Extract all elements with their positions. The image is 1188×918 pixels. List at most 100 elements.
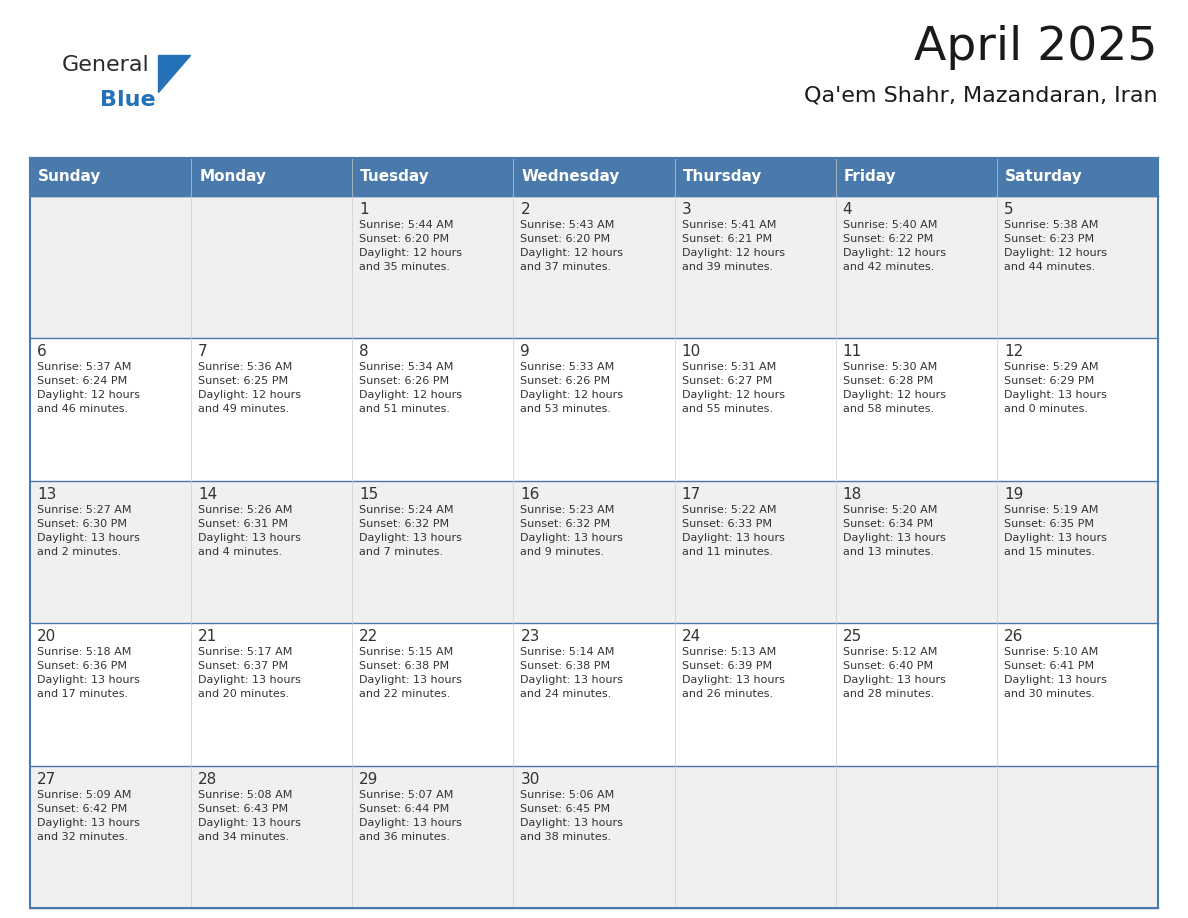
Bar — [675, 339, 835, 481]
Text: Daylight: 13 hours: Daylight: 13 hours — [37, 818, 140, 828]
Text: 14: 14 — [198, 487, 217, 502]
Text: 24: 24 — [682, 629, 701, 644]
Text: Sunset: 6:26 PM: Sunset: 6:26 PM — [359, 376, 449, 386]
Text: Daylight: 13 hours: Daylight: 13 hours — [842, 676, 946, 685]
Bar — [997, 158, 1158, 196]
Bar — [191, 623, 353, 766]
Text: and 44 minutes.: and 44 minutes. — [1004, 262, 1095, 272]
Text: Sunset: 6:24 PM: Sunset: 6:24 PM — [37, 376, 127, 386]
Bar — [835, 766, 997, 908]
Bar — [353, 481, 513, 623]
Text: Sunrise: 5:30 AM: Sunrise: 5:30 AM — [842, 363, 937, 373]
Text: and 55 minutes.: and 55 minutes. — [682, 405, 772, 414]
Text: Daylight: 13 hours: Daylight: 13 hours — [842, 532, 946, 543]
Text: Sunset: 6:32 PM: Sunset: 6:32 PM — [520, 519, 611, 529]
Text: and 46 minutes.: and 46 minutes. — [37, 405, 128, 414]
Text: and 7 minutes.: and 7 minutes. — [359, 547, 443, 557]
Text: Sunset: 6:29 PM: Sunset: 6:29 PM — [1004, 376, 1094, 386]
Text: Thursday: Thursday — [683, 170, 762, 185]
Text: Sunrise: 5:20 AM: Sunrise: 5:20 AM — [842, 505, 937, 515]
Text: Daylight: 13 hours: Daylight: 13 hours — [37, 532, 140, 543]
Text: Sunrise: 5:37 AM: Sunrise: 5:37 AM — [37, 363, 132, 373]
Text: Daylight: 13 hours: Daylight: 13 hours — [198, 532, 301, 543]
Text: Sunset: 6:31 PM: Sunset: 6:31 PM — [198, 519, 289, 529]
Text: Sunrise: 5:12 AM: Sunrise: 5:12 AM — [842, 647, 937, 657]
Text: 11: 11 — [842, 344, 862, 360]
Text: Daylight: 13 hours: Daylight: 13 hours — [520, 532, 624, 543]
Bar — [513, 623, 675, 766]
Text: Sunset: 6:37 PM: Sunset: 6:37 PM — [198, 661, 289, 671]
Bar — [997, 339, 1158, 481]
Text: April 2025: April 2025 — [915, 25, 1158, 70]
Text: Sunset: 6:36 PM: Sunset: 6:36 PM — [37, 661, 127, 671]
Bar — [675, 481, 835, 623]
Bar — [30, 196, 191, 339]
Text: Sunrise: 5:38 AM: Sunrise: 5:38 AM — [1004, 220, 1098, 230]
Text: Sunset: 6:38 PM: Sunset: 6:38 PM — [359, 661, 449, 671]
Text: Sunrise: 5:24 AM: Sunrise: 5:24 AM — [359, 505, 454, 515]
Text: and 37 minutes.: and 37 minutes. — [520, 262, 612, 272]
Text: Qa'em Shahr, Mazandaran, Iran: Qa'em Shahr, Mazandaran, Iran — [804, 85, 1158, 105]
Bar — [835, 623, 997, 766]
Text: Daylight: 12 hours: Daylight: 12 hours — [520, 390, 624, 400]
Text: and 9 minutes.: and 9 minutes. — [520, 547, 605, 557]
Text: Sunset: 6:40 PM: Sunset: 6:40 PM — [842, 661, 933, 671]
Text: Sunset: 6:38 PM: Sunset: 6:38 PM — [520, 661, 611, 671]
Text: Sunday: Sunday — [38, 170, 101, 185]
Text: General: General — [62, 55, 150, 75]
Text: Sunrise: 5:27 AM: Sunrise: 5:27 AM — [37, 505, 132, 515]
Text: 17: 17 — [682, 487, 701, 502]
Bar — [30, 158, 191, 196]
Text: Daylight: 13 hours: Daylight: 13 hours — [198, 818, 301, 828]
Text: 3: 3 — [682, 202, 691, 217]
Text: 29: 29 — [359, 772, 379, 787]
Text: Daylight: 12 hours: Daylight: 12 hours — [198, 390, 301, 400]
Text: Sunrise: 5:09 AM: Sunrise: 5:09 AM — [37, 789, 132, 800]
Bar — [513, 339, 675, 481]
Bar — [30, 623, 191, 766]
Bar — [191, 339, 353, 481]
Text: and 38 minutes.: and 38 minutes. — [520, 832, 612, 842]
Text: and 2 minutes.: and 2 minutes. — [37, 547, 121, 557]
Text: Sunset: 6:27 PM: Sunset: 6:27 PM — [682, 376, 772, 386]
Text: 21: 21 — [198, 629, 217, 644]
Text: Sunrise: 5:41 AM: Sunrise: 5:41 AM — [682, 220, 776, 230]
Bar — [997, 481, 1158, 623]
Text: and 0 minutes.: and 0 minutes. — [1004, 405, 1088, 414]
Text: and 36 minutes.: and 36 minutes. — [359, 832, 450, 842]
Bar — [353, 339, 513, 481]
Text: 15: 15 — [359, 487, 379, 502]
Bar — [353, 766, 513, 908]
Bar — [513, 158, 675, 196]
Text: Sunset: 6:30 PM: Sunset: 6:30 PM — [37, 519, 127, 529]
Text: Sunset: 6:26 PM: Sunset: 6:26 PM — [520, 376, 611, 386]
Text: Daylight: 13 hours: Daylight: 13 hours — [1004, 390, 1107, 400]
Text: 22: 22 — [359, 629, 379, 644]
Bar — [997, 623, 1158, 766]
Text: and 4 minutes.: and 4 minutes. — [198, 547, 283, 557]
Text: Daylight: 13 hours: Daylight: 13 hours — [682, 532, 784, 543]
Text: Sunset: 6:42 PM: Sunset: 6:42 PM — [37, 803, 127, 813]
Text: and 34 minutes.: and 34 minutes. — [198, 832, 289, 842]
Text: 12: 12 — [1004, 344, 1023, 360]
Text: 16: 16 — [520, 487, 539, 502]
Text: Friday: Friday — [843, 170, 896, 185]
Bar — [997, 766, 1158, 908]
Text: Blue: Blue — [100, 90, 156, 110]
Text: Daylight: 12 hours: Daylight: 12 hours — [842, 248, 946, 258]
Bar — [835, 158, 997, 196]
Text: Wednesday: Wednesday — [522, 170, 620, 185]
Text: 1: 1 — [359, 202, 369, 217]
Bar — [353, 196, 513, 339]
Bar — [30, 766, 191, 908]
Text: Daylight: 13 hours: Daylight: 13 hours — [37, 676, 140, 685]
Text: Sunrise: 5:19 AM: Sunrise: 5:19 AM — [1004, 505, 1098, 515]
Text: and 42 minutes.: and 42 minutes. — [842, 262, 934, 272]
Bar — [191, 766, 353, 908]
Text: Daylight: 13 hours: Daylight: 13 hours — [359, 818, 462, 828]
Text: and 26 minutes.: and 26 minutes. — [682, 689, 772, 700]
Bar — [30, 481, 191, 623]
Text: 20: 20 — [37, 629, 56, 644]
Text: 27: 27 — [37, 772, 56, 787]
Text: and 51 minutes.: and 51 minutes. — [359, 405, 450, 414]
